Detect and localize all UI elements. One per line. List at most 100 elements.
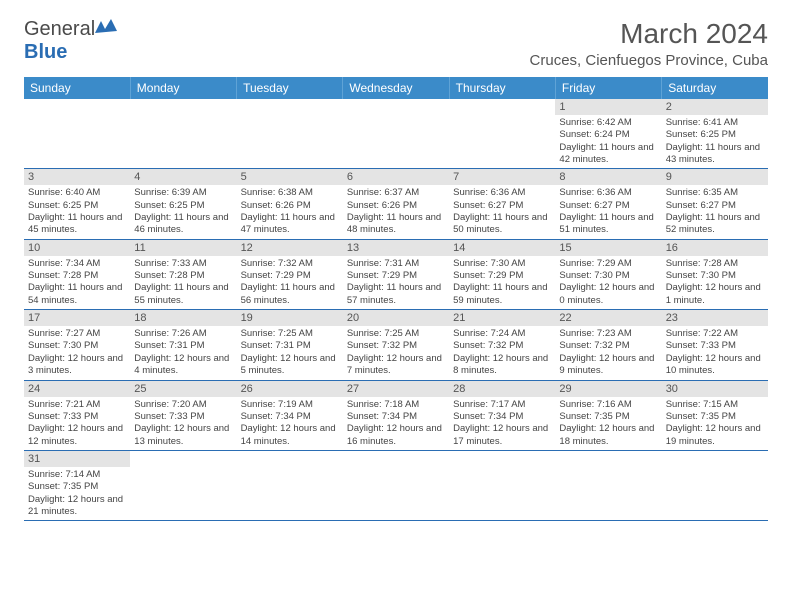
calendar-cell-empty — [130, 99, 236, 169]
daylight-line: Daylight: 11 hours and 55 minutes. — [134, 282, 232, 307]
calendar-cell-empty — [237, 99, 343, 169]
day-number: 14 — [449, 240, 555, 256]
day-number: 30 — [662, 381, 768, 397]
day-number: 5 — [237, 169, 343, 185]
sunset-line: Sunset: 7:31 PM — [134, 340, 232, 352]
daylight-line: Daylight: 11 hours and 47 minutes. — [241, 212, 339, 237]
calendar-cell: 7Sunrise: 6:36 AMSunset: 6:27 PMDaylight… — [449, 169, 555, 239]
calendar-cell: 31Sunrise: 7:14 AMSunset: 7:35 PMDayligh… — [24, 450, 130, 520]
calendar-cell: 21Sunrise: 7:24 AMSunset: 7:32 PMDayligh… — [449, 310, 555, 380]
day-details: Sunrise: 7:21 AMSunset: 7:33 PMDaylight:… — [24, 397, 130, 450]
calendar-cell: 24Sunrise: 7:21 AMSunset: 7:33 PMDayligh… — [24, 380, 130, 450]
daylight-line: Daylight: 12 hours and 0 minutes. — [559, 282, 657, 307]
day-details: Sunrise: 7:27 AMSunset: 7:30 PMDaylight:… — [24, 326, 130, 379]
calendar-cell: 10Sunrise: 7:34 AMSunset: 7:28 PMDayligh… — [24, 239, 130, 309]
calendar-cell: 18 Sunrise: 7:26 AMSunset: 7:31 PMDayligh… — [130, 310, 236, 380]
sunrise-line: Sunrise: 6:41 AM — [666, 117, 764, 129]
day-number: 8 — [555, 169, 661, 185]
calendar-cell: 26Sunrise: 7:19 AMSunset: 7:34 PMDayligh… — [237, 380, 343, 450]
day-number: 27 — [343, 381, 449, 397]
daylight-line: Daylight: 11 hours and 52 minutes. — [666, 212, 764, 237]
day-number: 6 — [343, 169, 449, 185]
calendar-cell: 19Sunrise: 7:25 AMSunset: 7:31 PMDayligh… — [237, 310, 343, 380]
calendar-cell: 29Sunrise: 7:16 AMSunset: 7:35 PMDayligh… — [555, 380, 661, 450]
day-details: Sunrise: 7:24 AMSunset: 7:32 PMDaylight:… — [449, 326, 555, 379]
calendar-cell: 17Sunrise: 7:27 AMSunset: 7:30 PMDayligh… — [24, 310, 130, 380]
sunset-line: Sunset: 7:32 PM — [347, 340, 445, 352]
day-details: Sunrise: 6:36 AMSunset: 6:27 PMDaylight:… — [449, 185, 555, 238]
sunrise-line: Sunrise: 6:40 AM — [28, 187, 126, 199]
calendar-cell-empty — [343, 450, 449, 520]
sunset-line: Sunset: 7:34 PM — [347, 411, 445, 423]
sunset-line: Sunset: 7:29 PM — [347, 270, 445, 282]
daylight-line: Daylight: 11 hours and 50 minutes. — [453, 212, 551, 237]
calendar-cell: 23Sunrise: 7:22 AMSunset: 7:33 PMDayligh… — [662, 310, 768, 380]
daylight-line: Daylight: 12 hours and 3 minutes. — [28, 353, 126, 378]
daylight-line: Daylight: 11 hours and 56 minutes. — [241, 282, 339, 307]
daylight-line: Daylight: 12 hours and 14 minutes. — [241, 423, 339, 448]
calendar-cell: 16Sunrise: 7:28 AMSunset: 7:30 PMDayligh… — [662, 239, 768, 309]
sunrise-line: Sunrise: 7:25 AM — [241, 328, 339, 340]
calendar-row: 1Sunrise: 6:42 AMSunset: 6:24 PMDaylight… — [24, 99, 768, 169]
calendar-cell-empty — [662, 450, 768, 520]
daylight-line: Daylight: 12 hours and 21 minutes. — [28, 494, 126, 519]
sunset-line: Sunset: 7:29 PM — [453, 270, 551, 282]
daylight-line: Daylight: 12 hours and 19 minutes. — [666, 423, 764, 448]
day-number: 1 — [555, 99, 661, 115]
daylight-line: Daylight: 12 hours and 17 minutes. — [453, 423, 551, 448]
sunrise-line: Sunrise: 6:42 AM — [559, 117, 657, 129]
day-details: Sunrise: 7:16 AMSunset: 7:35 PMDaylight:… — [555, 397, 661, 450]
day-details: Sunrise: 6:39 AMSunset: 6:25 PMDaylight:… — [130, 185, 236, 238]
brand-text: General Blue — [24, 18, 117, 64]
sunrise-line: Sunrise: 7:24 AM — [453, 328, 551, 340]
day-number: 9 — [662, 169, 768, 185]
day-details: Sunrise: 7:14 AMSunset: 7:35 PMDaylight:… — [24, 467, 130, 520]
day-details: Sunrise: 7:28 AMSunset: 7:30 PMDaylight:… — [662, 256, 768, 309]
daylight-line: Daylight: 11 hours and 51 minutes. — [559, 212, 657, 237]
day-number: 22 — [555, 310, 661, 326]
sunrise-line: Sunrise: 7:17 AM — [453, 399, 551, 411]
sunrise-line: Sunrise: 7:20 AM — [134, 399, 232, 411]
day-details: Sunrise: 6:36 AMSunset: 6:27 PMDaylight:… — [555, 185, 661, 238]
sunrise-line: Sunrise: 7:27 AM — [28, 328, 126, 340]
day-details: Sunrise: 7:34 AMSunset: 7:28 PMDaylight:… — [24, 256, 130, 309]
calendar-cell: 20Sunrise: 7:25 AMSunset: 7:32 PMDayligh… — [343, 310, 449, 380]
sunset-line: Sunset: 6:25 PM — [666, 129, 764, 141]
sunrise-line: Sunrise: 7:26 AM — [134, 328, 232, 340]
sunrise-line: Sunrise: 7:18 AM — [347, 399, 445, 411]
sunset-line: Sunset: 7:30 PM — [28, 340, 126, 352]
day-number: 29 — [555, 381, 661, 397]
sunrise-line: Sunrise: 7:30 AM — [453, 258, 551, 270]
daylight-line: Daylight: 12 hours and 5 minutes. — [241, 353, 339, 378]
title-block: March 2024 Cruces, Cienfuegos Province, … — [530, 18, 768, 69]
sunset-line: Sunset: 6:24 PM — [559, 129, 657, 141]
day-details: Sunrise: 7:32 AMSunset: 7:29 PMDaylight:… — [237, 256, 343, 309]
calendar-row: 10Sunrise: 7:34 AMSunset: 7:28 PMDayligh… — [24, 239, 768, 309]
sunset-line: Sunset: 7:32 PM — [453, 340, 551, 352]
day-details: Sunrise: 7:20 AMSunset: 7:33 PMDaylight:… — [130, 397, 236, 450]
day-number: 15 — [555, 240, 661, 256]
day-number: 31 — [24, 451, 130, 467]
daylight-line: Daylight: 12 hours and 16 minutes. — [347, 423, 445, 448]
sunset-line: Sunset: 6:25 PM — [134, 200, 232, 212]
daylight-line: Daylight: 12 hours and 10 minutes. — [666, 353, 764, 378]
calendar-cell: 22Sunrise: 7:23 AMSunset: 7:32 PMDayligh… — [555, 310, 661, 380]
weekday-header: Friday — [555, 77, 661, 99]
sunset-line: Sunset: 6:27 PM — [666, 200, 764, 212]
day-number: 18 — [130, 310, 236, 326]
sunrise-line: Sunrise: 7:21 AM — [28, 399, 126, 411]
day-number: 7 — [449, 169, 555, 185]
sunset-line: Sunset: 7:33 PM — [666, 340, 764, 352]
day-details: Sunrise: 6:37 AMSunset: 6:26 PMDaylight:… — [343, 185, 449, 238]
sunset-line: Sunset: 6:25 PM — [28, 200, 126, 212]
brand-logo: General Blue — [24, 18, 117, 64]
sunrise-line: Sunrise: 6:39 AM — [134, 187, 232, 199]
header: General Blue March 2024 Cruces, Cienfueg… — [24, 18, 768, 69]
sunrise-line: Sunrise: 6:37 AM — [347, 187, 445, 199]
day-details: Sunrise: 7:25 AMSunset: 7:31 PMDaylight:… — [237, 326, 343, 379]
sunrise-line: Sunrise: 7:29 AM — [559, 258, 657, 270]
sunrise-line: Sunrise: 6:36 AM — [453, 187, 551, 199]
day-number: 12 — [237, 240, 343, 256]
day-number: 23 — [662, 310, 768, 326]
daylight-line: Daylight: 12 hours and 4 minutes. — [134, 353, 232, 378]
